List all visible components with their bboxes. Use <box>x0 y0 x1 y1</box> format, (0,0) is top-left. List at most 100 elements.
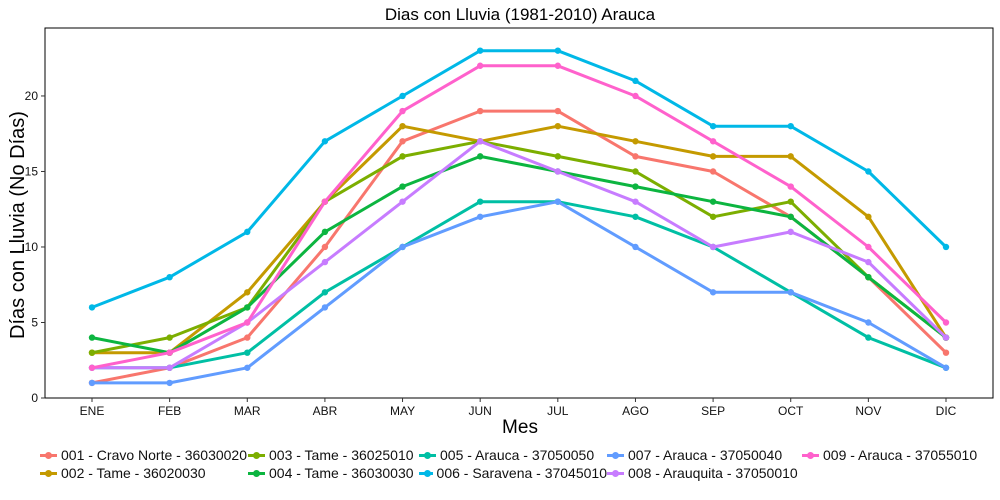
series-line <box>90 49 948 309</box>
data-point <box>399 107 406 115</box>
x-tick-label: MAY <box>390 404 415 418</box>
series-8 <box>88 138 950 371</box>
data-point <box>399 198 406 205</box>
x-tick-label: NOV <box>855 404 881 418</box>
legend-label: 009 - Arauca - 37055010 <box>823 447 978 463</box>
data-point <box>632 153 639 160</box>
data-point <box>476 62 484 69</box>
legend-item: 005 - Arauca - 37050050 <box>419 446 607 464</box>
data-point <box>865 319 872 326</box>
legend-key-icon <box>419 448 436 462</box>
legend-item: 006 - Saravena - 37045010 <box>419 464 607 482</box>
data-point <box>709 138 717 145</box>
legend-label: 006 - Saravena - 37045010 <box>436 465 607 481</box>
legend-item: 009 - Arauca - 37055010 <box>802 446 982 464</box>
data-point <box>865 213 872 220</box>
legend-label: 003 - Tame - 36025010 <box>269 447 414 463</box>
data-point <box>321 304 329 311</box>
data-point <box>942 334 950 341</box>
data-point <box>166 334 173 341</box>
data-point <box>88 379 96 387</box>
data-point <box>865 334 872 341</box>
x-tick-label: ENE <box>80 404 105 418</box>
data-point <box>476 138 484 145</box>
data-point <box>321 289 329 296</box>
data-point <box>632 77 639 85</box>
series-layer <box>88 47 950 387</box>
data-point <box>244 228 251 236</box>
data-point <box>787 153 794 160</box>
legend-label: 008 - Arauquita - 37050010 <box>628 465 798 481</box>
legend-item: 002 - Tame - 36020030 <box>40 464 248 482</box>
data-point <box>787 198 794 205</box>
y-axis-label: Días con Lluvia (No Días) <box>7 111 29 339</box>
data-point <box>632 138 639 145</box>
legend-item: 004 - Tame - 36030030 <box>248 464 419 482</box>
data-point <box>787 213 794 220</box>
series-4 <box>88 153 950 356</box>
data-point <box>321 138 329 145</box>
data-point <box>787 122 794 130</box>
data-point <box>865 168 872 175</box>
data-point <box>632 243 639 251</box>
series-9 <box>88 62 950 371</box>
data-point <box>321 243 329 251</box>
legend-label: 004 - Tame - 36030030 <box>269 465 414 481</box>
series-6 <box>88 47 950 311</box>
data-point <box>88 334 96 341</box>
data-point <box>399 122 406 130</box>
series-line <box>90 139 948 355</box>
series-line <box>90 124 948 355</box>
data-point <box>787 289 794 296</box>
series-line <box>90 154 948 355</box>
data-point <box>632 198 639 205</box>
data-point <box>632 213 639 220</box>
data-point <box>554 47 562 54</box>
data-point <box>166 379 173 387</box>
data-point <box>554 62 562 69</box>
series-5 <box>88 198 950 371</box>
data-point <box>399 153 406 160</box>
y-tick-label: 20 <box>25 89 39 103</box>
legend-key-icon <box>40 448 57 462</box>
data-point <box>166 349 173 356</box>
data-point <box>787 183 794 190</box>
data-point <box>244 364 251 371</box>
x-tick-label: FEB <box>158 404 181 418</box>
legend-label: 005 - Arauca - 37050050 <box>440 447 595 463</box>
legend-label: 002 - Tame - 36020030 <box>61 465 206 481</box>
data-point <box>787 228 794 236</box>
legend-label: 007 - Arauca - 37050040 <box>628 447 783 463</box>
plot-panel <box>44 27 994 399</box>
data-point <box>476 153 484 160</box>
data-point <box>865 273 872 281</box>
data-point <box>554 153 562 160</box>
x-axis-label: Mes <box>502 417 538 438</box>
data-point <box>244 334 251 341</box>
data-point <box>554 168 562 175</box>
legend-key-icon <box>607 448 624 462</box>
data-point <box>88 349 96 356</box>
series-line <box>90 139 948 370</box>
x-tick-label: AGO <box>622 404 649 418</box>
data-point <box>554 107 562 115</box>
data-point <box>321 198 329 205</box>
x-tick-label: JUN <box>469 404 492 418</box>
data-point <box>244 349 251 356</box>
data-point <box>709 289 717 296</box>
y-tick-label: 5 <box>31 315 38 329</box>
legend-item: 003 - Tame - 36025010 <box>248 446 419 464</box>
data-point <box>865 258 872 266</box>
legend: 001 - Cravo Norte - 36030020 002 - Tame -… <box>40 446 1000 482</box>
x-tick-label: JUL <box>547 404 569 418</box>
x-tick-label: ABR <box>313 404 338 418</box>
x-tick-label: SEP <box>701 404 725 418</box>
data-point <box>709 168 717 175</box>
data-point <box>399 92 406 100</box>
data-point <box>632 92 639 100</box>
data-point <box>865 243 872 251</box>
data-point <box>88 364 96 371</box>
chart-title: Dias con Lluvia (1981-2010) Arauca <box>385 5 656 24</box>
legend-key-icon <box>419 466 433 480</box>
legend-label: 001 - Cravo Norte - 36030020 <box>61 447 247 463</box>
